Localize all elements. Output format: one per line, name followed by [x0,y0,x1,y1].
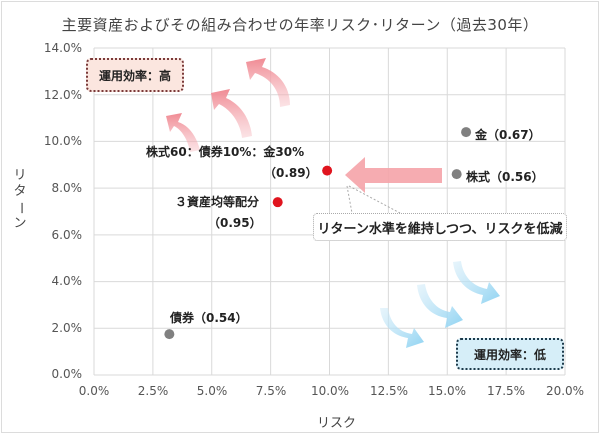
data-point [164,329,175,340]
data-point [272,197,283,208]
efficiency-low-box: 運用効率：低 [456,338,564,370]
y-label-char: ン [13,216,27,231]
x-tick: 15.0% [427,384,467,398]
x-axis-label: リスク [317,416,357,431]
chart-title: 主要資産およびその組み合わせの年率リスク･リターン（過去30年） [61,16,539,34]
point-label-equal-ratio: （0.95） [208,216,262,230]
efficiency-up-arrows [166,58,290,152]
data-point [461,127,472,138]
y-tick: 8.0% [51,181,83,195]
y-tick: 4.0% [51,274,83,288]
risk-reduction-arrow [345,157,442,193]
y-axis-label: リ タ ー ン [12,168,28,232]
y-tick: 0.0% [51,367,83,381]
y-label-char: リ [13,168,27,183]
efficiency-high-box: 運用効率：高 [86,58,184,92]
y-label-char: ー [13,201,28,215]
x-tick: 20.0% [545,384,585,398]
x-tick: 2.5% [137,384,169,398]
x-tick: 0.0% [78,384,110,398]
y-tick: 14.0% [43,41,82,55]
point-label-mix: 株式60：債券10%：金30% [146,145,305,159]
efficiency-down-arrows [380,261,500,348]
x-tick: 10.0% [310,384,350,398]
x-tick: 17.5% [486,384,526,398]
y-tick: 10.0% [43,134,82,148]
x-tick: 7.5% [255,384,287,398]
point-label-stock: 株式（0.56） [466,170,544,184]
data-point [322,165,333,176]
x-tick: 12.5% [369,384,409,398]
risk-reduction-callout: リターン水準を維持しつつ、リスクを低減 [313,213,567,241]
point-label-equal: ３資産均等配分 [175,195,260,209]
y-tick: 6.0% [51,228,83,242]
data-point [451,169,462,180]
x-tick: 5.0% [196,384,228,398]
y-label-char: タ [13,184,27,199]
point-label-mix-ratio: （0.89） [264,166,318,180]
y-tick: 12.0% [43,88,82,102]
point-label-gold: 金（0.67） [475,128,541,142]
y-tick: 2.0% [51,321,83,335]
point-label-bond: 債券（0.54） [170,311,248,325]
